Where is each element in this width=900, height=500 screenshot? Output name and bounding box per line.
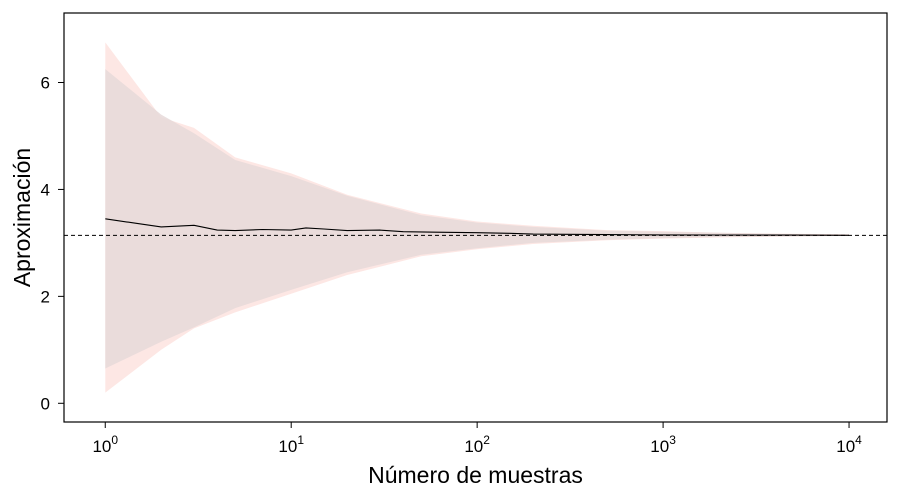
x-tick-label: 102 [464, 433, 490, 456]
series-line [105, 218, 850, 236]
plot-area-frame [63, 12, 888, 423]
x-axis-title: Número de muestras [368, 462, 583, 488]
x-tick-label: 101 [278, 433, 304, 456]
y-tick-label: 2 [41, 287, 50, 306]
y-tick-label: 4 [41, 180, 50, 199]
x-tick-label: 104 [836, 433, 862, 456]
y-axis-title: Aproximación [9, 148, 35, 287]
confidence-band-2 [105, 69, 850, 369]
x-tick-label: 100 [92, 433, 118, 456]
y-axis: 0 2 4 6 [41, 74, 64, 413]
confidence-bands [105, 42, 850, 393]
x-tick-label: 103 [650, 433, 676, 456]
y-tick-label: 0 [41, 394, 50, 413]
x-axis: 100 101 102 103 104 [92, 422, 862, 456]
y-tick-label: 6 [41, 74, 50, 93]
